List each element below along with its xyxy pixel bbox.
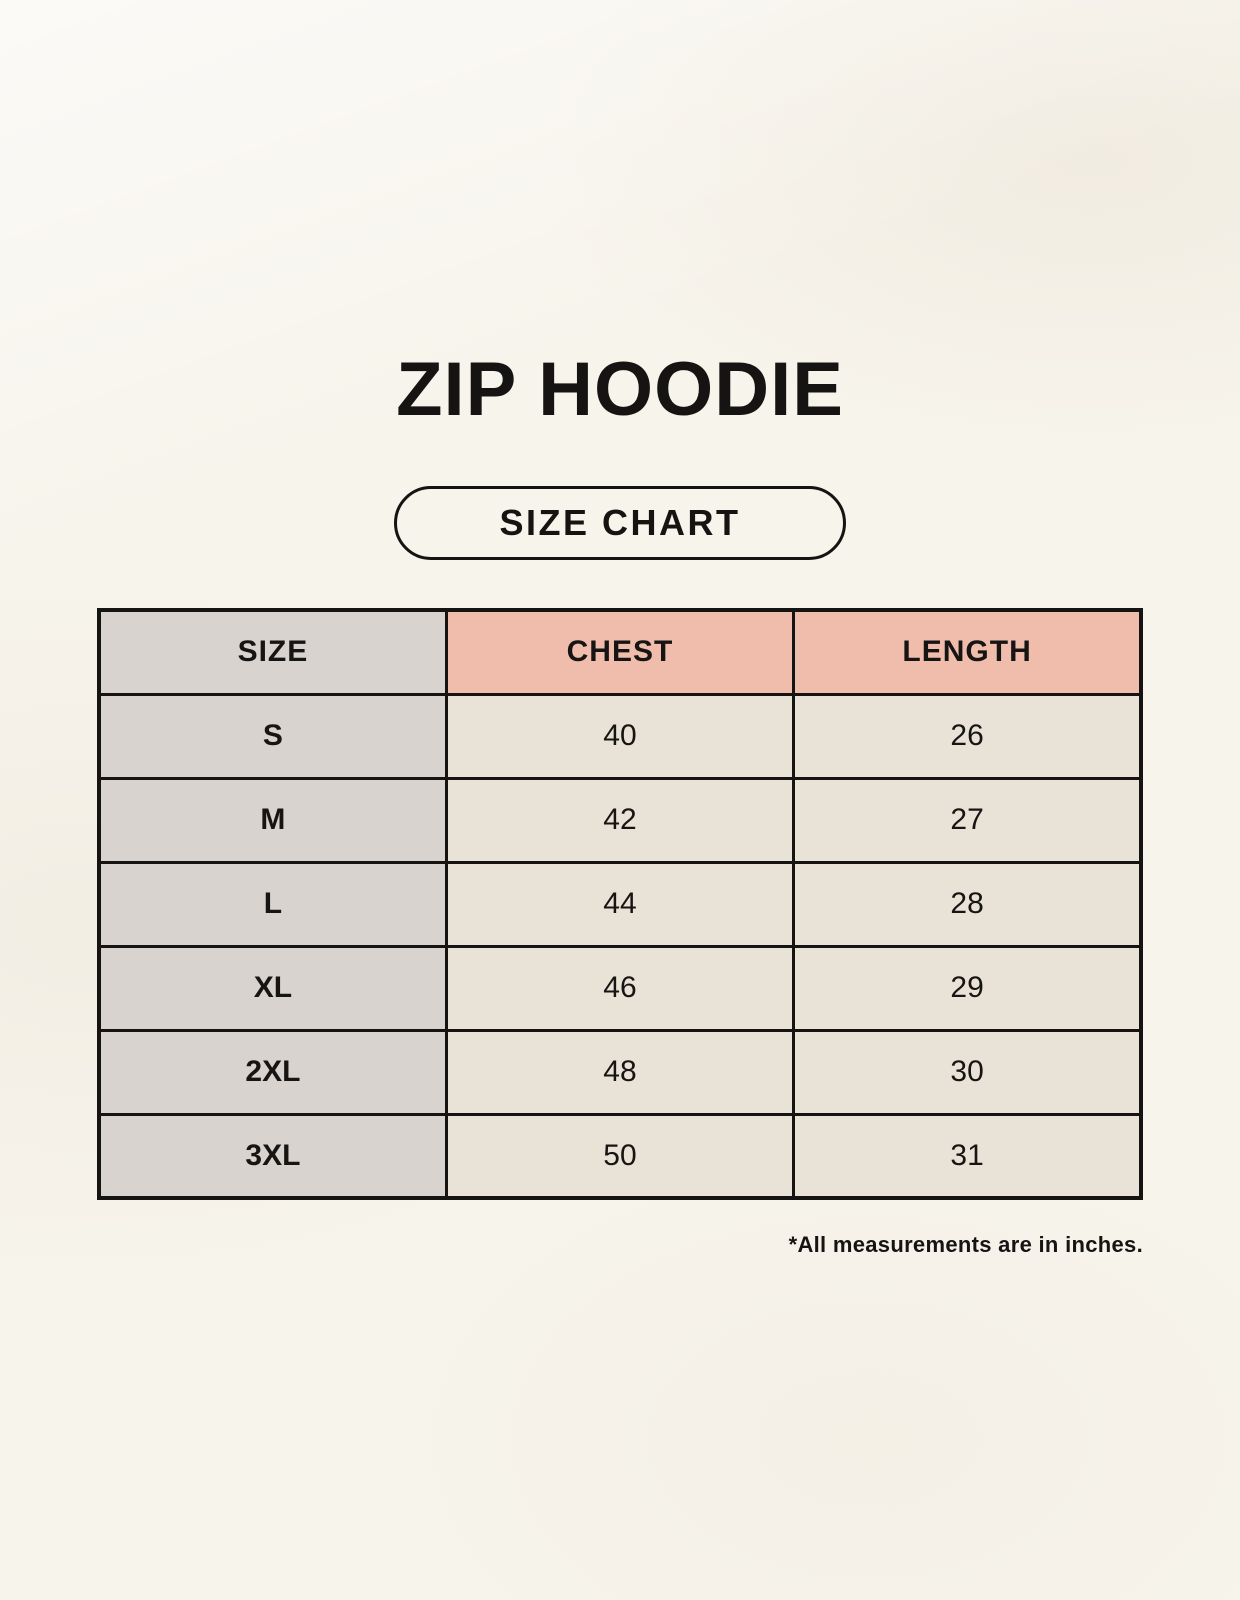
header-length: LENGTH bbox=[792, 608, 1143, 696]
chest-cell: 50 bbox=[444, 1112, 796, 1200]
table-header-row: SIZE CHEST LENGTH bbox=[97, 608, 1143, 696]
length-cell: 28 bbox=[792, 860, 1143, 948]
size-cell: L bbox=[97, 860, 448, 948]
size-chart-badge: SIZE CHART bbox=[394, 486, 846, 560]
length-cell: 27 bbox=[792, 776, 1143, 864]
chest-cell: 44 bbox=[444, 860, 796, 948]
size-chart-badge-label: SIZE CHART bbox=[499, 502, 741, 543]
header-size: SIZE bbox=[97, 608, 448, 696]
size-cell: XL bbox=[97, 944, 448, 1032]
length-cell: 31 bbox=[792, 1112, 1143, 1200]
chest-cell: 48 bbox=[444, 1028, 796, 1116]
size-cell: 2XL bbox=[97, 1028, 448, 1116]
table-row: M 42 27 bbox=[97, 776, 1143, 864]
table-row: S 40 26 bbox=[97, 692, 1143, 780]
chest-cell: 40 bbox=[444, 692, 796, 780]
table-row: L 44 28 bbox=[97, 860, 1143, 948]
measurements-footnote: *All measurements are in inches. bbox=[788, 1232, 1143, 1257]
page-title: ZIP HOODIE bbox=[396, 347, 844, 432]
table-row: 2XL 48 30 bbox=[97, 1028, 1143, 1116]
chest-cell: 46 bbox=[444, 944, 796, 1032]
length-cell: 29 bbox=[792, 944, 1143, 1032]
size-cell: M bbox=[97, 776, 448, 864]
header-chest: CHEST bbox=[444, 608, 796, 696]
length-cell: 26 bbox=[792, 692, 1143, 780]
chest-cell: 42 bbox=[444, 776, 796, 864]
table-row: 3XL 50 31 bbox=[97, 1112, 1143, 1200]
size-cell: 3XL bbox=[97, 1112, 448, 1200]
size-table: SIZE CHEST LENGTH S 40 26 M 42 27 L 44 2… bbox=[97, 608, 1143, 1200]
size-cell: S bbox=[97, 692, 448, 780]
length-cell: 30 bbox=[792, 1028, 1143, 1116]
table-row: XL 46 29 bbox=[97, 944, 1143, 1032]
